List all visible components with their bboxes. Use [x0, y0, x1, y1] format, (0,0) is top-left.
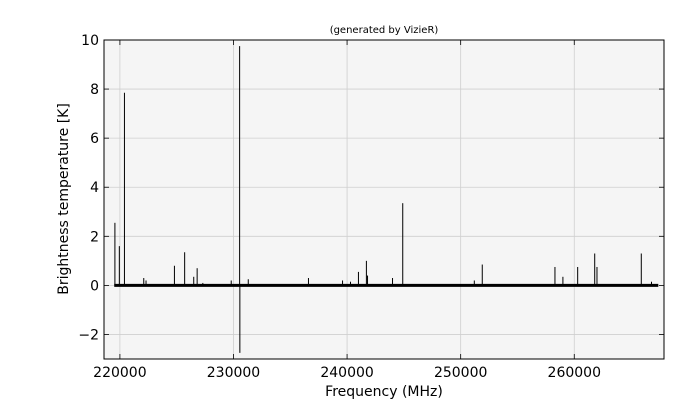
x-tick-label: 260000: [548, 365, 601, 381]
y-tick-label: 2: [90, 229, 99, 245]
plot-area: [103, 39, 665, 360]
x-tick-label: 220000: [93, 365, 146, 381]
y-tick-label: 10: [81, 33, 99, 49]
y-tick-label: 6: [90, 131, 99, 147]
x-tick-label: 240000: [320, 365, 373, 381]
y-tick-label: 4: [90, 180, 99, 196]
y-tick-label: 0: [90, 278, 99, 294]
y-axis-label: Brightness temperature [K]: [56, 103, 72, 295]
y-tick-label: 8: [90, 82, 99, 98]
x-tick-label: 250000: [434, 365, 487, 381]
y-tick-label: −2: [78, 327, 99, 343]
x-axis-label: Frequency (MHz): [325, 384, 443, 400]
chart-title: (generated by VizieR): [330, 25, 439, 36]
data-layer: [114, 46, 659, 353]
x-tick-label: 230000: [207, 365, 260, 381]
tick-layer: 220000 230000 240000 250000 260000 −2 0 2 4 6 8 10: [78, 33, 664, 381]
plot-frame: [103, 39, 665, 360]
